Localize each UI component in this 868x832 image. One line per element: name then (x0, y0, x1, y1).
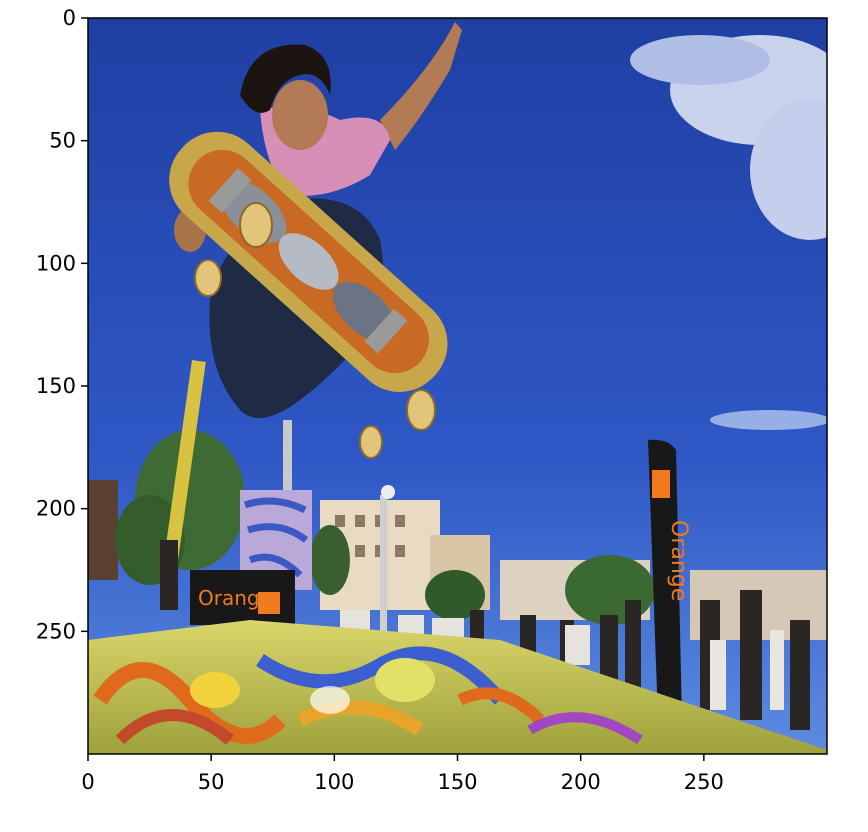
clouds (630, 35, 827, 430)
flag-pole (164, 359, 206, 561)
graffiti (93, 646, 643, 745)
light-pole (380, 495, 387, 635)
x-tick-label: 50 (198, 770, 225, 794)
x-tick-label: 200 (561, 770, 601, 794)
x-tick-label: 250 (684, 770, 724, 794)
skateboard-wheels (194, 202, 436, 459)
y-tick-label: 150 (36, 374, 76, 398)
vertical-banner-brand-text: Orange (666, 520, 691, 601)
x-tick-label: 0 (81, 770, 94, 794)
y-tick-label: 50 (49, 129, 76, 153)
trees (115, 430, 655, 625)
x-axis: 0 50 100 150 200 250 (81, 754, 724, 794)
y-tick-label: 0 (63, 6, 76, 30)
x-tick-label: 100 (314, 770, 354, 794)
crowd (160, 540, 810, 730)
y-tick-label: 100 (36, 251, 76, 275)
banner-brand-text: Orange (198, 586, 272, 610)
y-tick-label: 200 (36, 497, 76, 521)
vertical-orange-banner: Orange (648, 439, 691, 720)
y-axis: 0 50 100 150 200 250 (36, 6, 88, 643)
orange-banner: Orange (190, 570, 295, 625)
x-tick-label: 150 (437, 770, 477, 794)
y-tick-label: 250 (36, 619, 76, 643)
photo: Orange Orange (88, 18, 827, 754)
